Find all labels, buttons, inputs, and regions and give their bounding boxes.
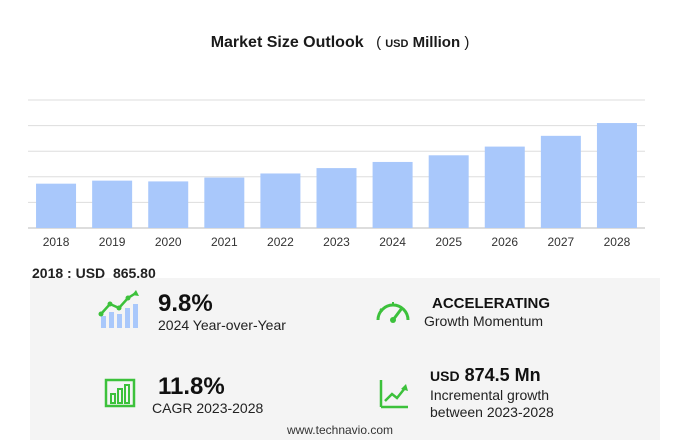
bar-chart: 2018 2019 2020 2021 2022 2023 2024 2025 2026 2027… — [28, 99, 645, 249]
bar-2019 — [92, 180, 133, 228]
bar-2025 — [428, 155, 469, 228]
kpi-cagr-label: CAGR 2023-2028 — [152, 400, 264, 416]
x-tick-label: 2021 — [211, 235, 238, 249]
source-footer: www.technavio.com — [286, 423, 394, 437]
kpi-yoy-label: 2024 Year-over-Year — [158, 317, 286, 333]
x-tick-label: 2019 — [99, 235, 126, 249]
kpi-incremental-value: USD 874.5 Mn — [430, 365, 541, 385]
chart-title-main: Market Size Outlook — [210, 34, 364, 51]
kpi-incremental-label-1: Incremental growth — [430, 387, 550, 403]
x-tick-label: 2022 — [267, 235, 294, 249]
growth-chart-icon — [98, 290, 139, 328]
base-year-value: 2018 : USD 865.80 — [32, 265, 156, 281]
chart-title-unit: ( USD Million ) — [376, 34, 470, 51]
bar-chart-icon — [104, 378, 136, 408]
x-tick-label: 2023 — [323, 235, 350, 249]
speedometer-icon — [376, 302, 410, 323]
x-tick-label: 2020 — [155, 235, 182, 249]
chart-title: Market Size Outlook ( USD Million ) — [0, 34, 680, 52]
x-tick-label: 2026 — [491, 235, 518, 249]
kpi-cagr-value: 11.8% — [158, 373, 225, 400]
x-tick-label: 2028 — [604, 235, 631, 249]
bar-2018 — [36, 183, 77, 228]
bar-2026 — [484, 146, 525, 228]
kpi-incremental: USD 874.5 Mn Incremental growth between … — [430, 364, 554, 421]
kpi-momentum: ACCELERATING Growth Momentum — [424, 295, 550, 330]
bar-2020 — [148, 181, 189, 228]
kpi-incremental-label-2: between 2023-2028 — [430, 404, 554, 420]
kpi-cagr: 11.8% CAGR 2023-2028 — [152, 374, 263, 417]
bar-2022 — [260, 173, 301, 228]
trend-line-icon — [379, 380, 408, 409]
bar-2027 — [540, 135, 581, 228]
kpi-yoy-value: 9.8% — [158, 290, 213, 317]
kpi-yoy: 9.8% 2024 Year-over-Year — [158, 291, 286, 334]
kpi-panel: 9.8% 2024 Year-over-Year ACCELERATING Gr… — [30, 278, 660, 440]
bar-2024 — [372, 161, 413, 228]
bar-2021 — [204, 177, 245, 228]
x-tick-label: 2024 — [379, 235, 406, 249]
bar-2028 — [596, 123, 637, 228]
bar-2023 — [316, 168, 357, 228]
x-tick-label: 2025 — [435, 235, 462, 249]
x-tick-label: 2027 — [548, 235, 575, 249]
x-tick-label: 2018 — [43, 235, 70, 249]
kpi-momentum-label: Growth Momentum — [424, 313, 544, 329]
kpi-momentum-value: ACCELERATING — [432, 295, 551, 312]
